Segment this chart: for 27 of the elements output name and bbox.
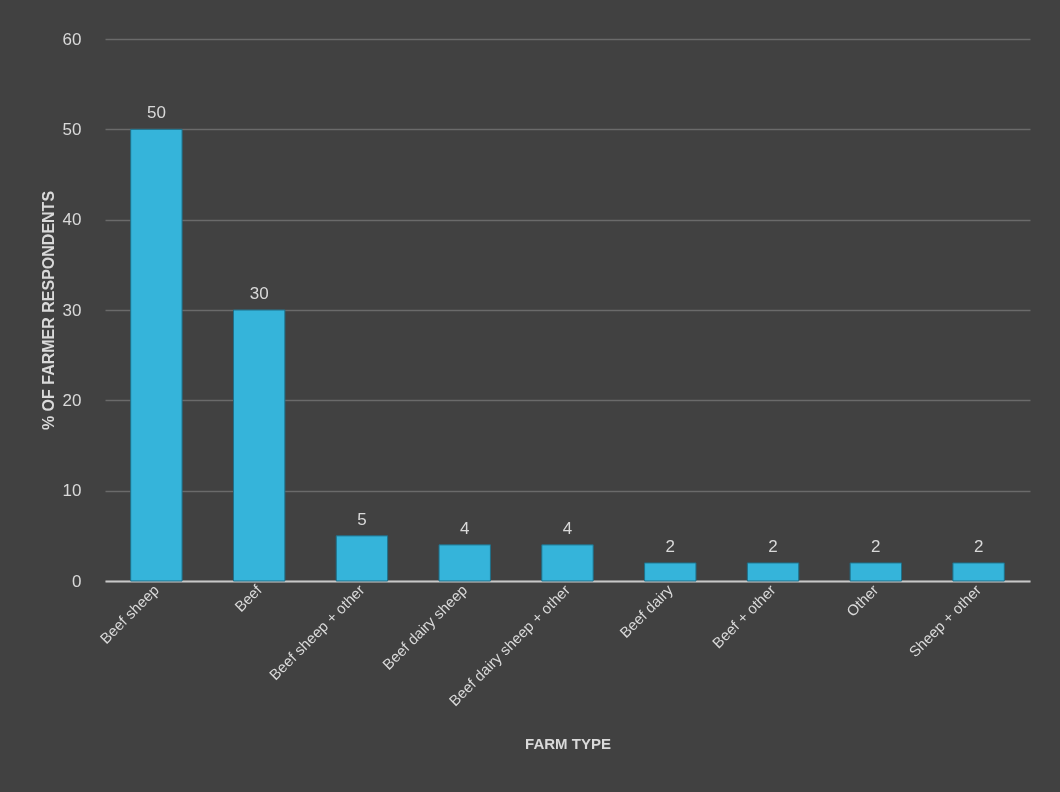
bar <box>541 544 594 582</box>
bar <box>952 562 1005 582</box>
y-tick-label: 20 <box>62 390 82 410</box>
data-label: 2 <box>768 536 778 556</box>
bar <box>232 309 286 582</box>
y-tick-label: 10 <box>62 481 82 501</box>
y-tick-label: 60 <box>62 29 82 49</box>
x-axis-title: FARM TYPE <box>525 735 611 753</box>
y-tick-label: 0 <box>72 571 82 591</box>
data-label: 5 <box>357 509 367 529</box>
data-label: 4 <box>459 518 470 538</box>
data-label: 50 <box>146 103 166 123</box>
bar <box>644 562 697 582</box>
data-label: 2 <box>871 536 881 556</box>
y-tick-label: 30 <box>62 300 82 320</box>
y-axis-title: % OF FARMER RESPONDENTS <box>39 190 57 431</box>
data-label: 2 <box>665 536 676 556</box>
data-label: 2 <box>973 536 984 556</box>
y-tick-label: 40 <box>62 210 82 230</box>
bar <box>335 535 389 582</box>
bar <box>130 128 183 582</box>
data-label: 4 <box>562 518 573 538</box>
y-tick-label: 50 <box>62 119 82 139</box>
bar <box>438 544 491 582</box>
bar <box>849 562 903 582</box>
bar <box>746 562 800 582</box>
data-label: 30 <box>249 284 269 303</box>
